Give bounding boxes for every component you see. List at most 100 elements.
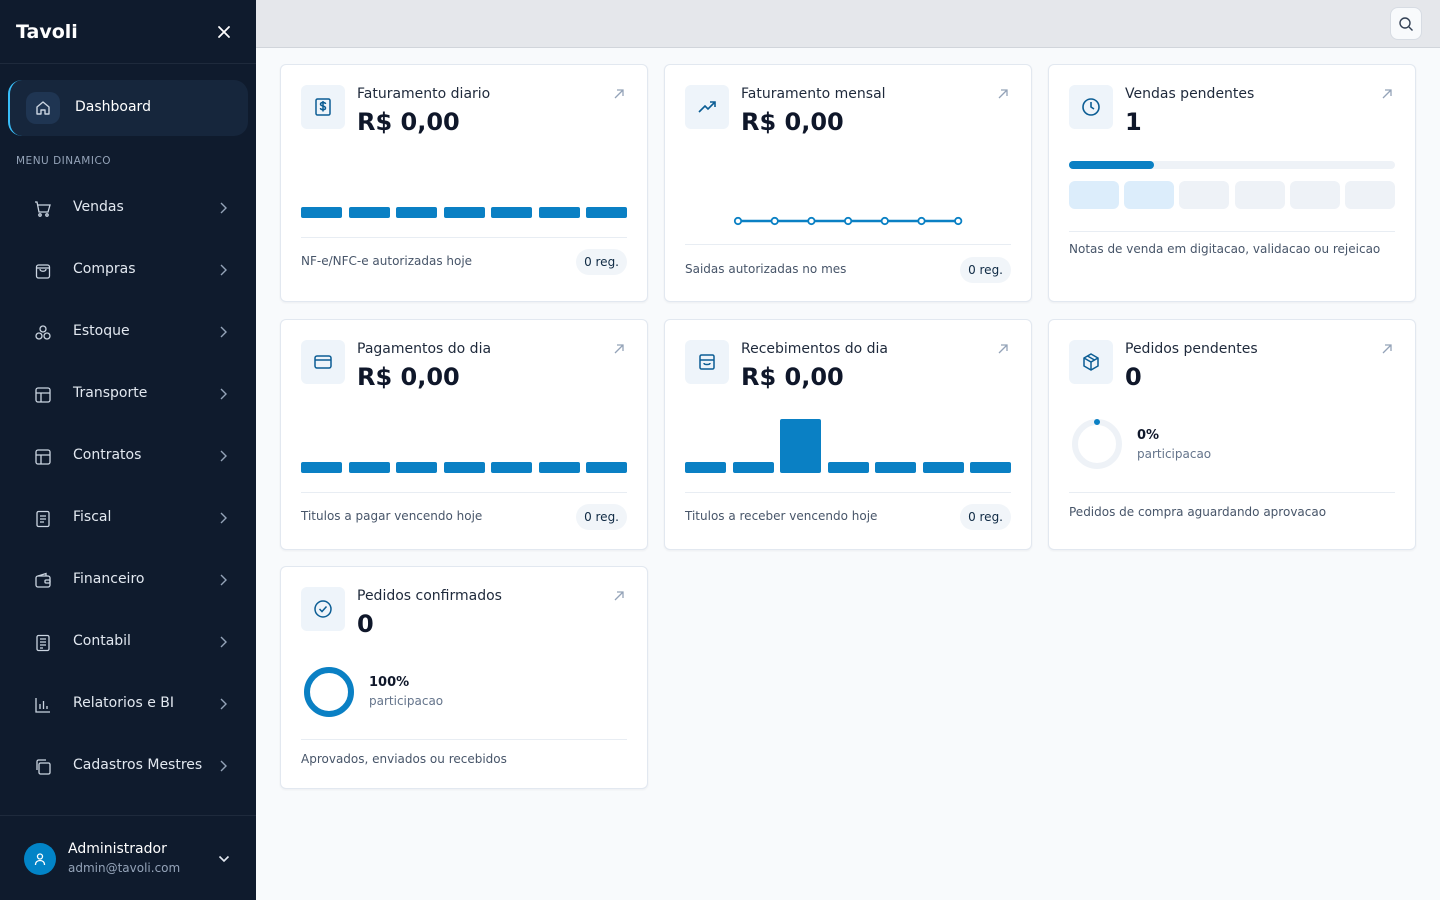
home-icon bbox=[26, 92, 60, 124]
percentage-label: participacao bbox=[369, 694, 444, 708]
divider bbox=[685, 244, 1011, 245]
chevron-right-icon bbox=[220, 512, 227, 524]
progress-fill bbox=[1069, 161, 1154, 169]
topbar bbox=[256, 0, 1440, 48]
layout-icon bbox=[35, 387, 51, 403]
external-link-icon[interactable] bbox=[1381, 343, 1393, 355]
card-title: Faturamento diario bbox=[357, 86, 491, 102]
user-profile[interactable]: Administrador admin@tavoli.com bbox=[0, 815, 256, 900]
sidebar-item-transporte[interactable]: Transporte bbox=[16, 372, 240, 416]
external-link-icon[interactable] bbox=[613, 88, 625, 100]
chart-point bbox=[880, 216, 889, 226]
search-button[interactable] bbox=[1390, 7, 1422, 40]
card-pedidos-confirmados: Pedidos confirmados 0 100% participacao … bbox=[280, 566, 648, 789]
external-link-icon[interactable] bbox=[997, 343, 1009, 355]
chart-bar bbox=[443, 207, 485, 218]
card-vendas-pendentes: Vendas pendentes 1 Notas de venda em dig… bbox=[1048, 64, 1416, 302]
card-title: Pedidos confirmados bbox=[357, 588, 502, 604]
bar-chart bbox=[685, 413, 1011, 473]
chart-bar bbox=[827, 462, 869, 473]
card-footer: NF-e/NFC-e autorizadas hoje bbox=[301, 254, 473, 268]
chart-bar bbox=[538, 207, 580, 218]
user-icon bbox=[34, 853, 46, 866]
divider bbox=[1069, 231, 1395, 232]
sidebar-item-financeiro[interactable]: Financeiro bbox=[16, 558, 240, 602]
package-icon bbox=[1069, 340, 1113, 384]
chart-bar bbox=[443, 462, 485, 473]
card-value: R$ 0,00 bbox=[357, 108, 460, 136]
sidebar-item-label: Transporte bbox=[73, 385, 148, 401]
chevron-right-icon bbox=[220, 202, 227, 214]
sidebar-item-label: Relatorios e BI bbox=[73, 695, 174, 711]
divider bbox=[301, 492, 627, 493]
close-sidebar-button[interactable] bbox=[216, 24, 232, 40]
sidebar-item-label: Fiscal bbox=[73, 509, 112, 525]
sidebar-item-label: Contabil bbox=[73, 633, 131, 649]
chevron-right-icon bbox=[220, 636, 227, 648]
dollar-bill-icon bbox=[301, 85, 345, 129]
chart-bar bbox=[301, 462, 342, 473]
external-link-icon[interactable] bbox=[613, 343, 625, 355]
sidebar-item-relatorios[interactable]: Relatorios e BI bbox=[16, 682, 240, 726]
donut-arc bbox=[1072, 419, 1122, 469]
credit-card-icon bbox=[301, 340, 345, 384]
progress-segment bbox=[1069, 181, 1120, 209]
chart-point bbox=[954, 216, 963, 226]
user-email: admin@tavoli.com bbox=[68, 861, 181, 875]
sidebar-item-dashboard[interactable]: Dashboard bbox=[8, 80, 248, 136]
sidebar-item-contabil[interactable]: Contabil bbox=[16, 620, 240, 664]
sidebar-item-cadastros[interactable]: Cadastros Mestres bbox=[16, 744, 240, 788]
donut-arc bbox=[304, 667, 354, 717]
inbox-icon bbox=[685, 340, 729, 384]
divider bbox=[685, 492, 1011, 493]
divider bbox=[1069, 492, 1395, 493]
cart-icon bbox=[35, 201, 51, 217]
sidebar-item-fiscal[interactable]: Fiscal bbox=[16, 496, 240, 540]
sidebar-item-label: Estoque bbox=[73, 323, 130, 339]
clock-icon bbox=[1069, 85, 1113, 129]
card-footer: Titulos a receber vencendo hoje bbox=[685, 509, 878, 523]
progress-segment bbox=[1344, 181, 1395, 209]
sidebar-item-label: Dashboard bbox=[75, 99, 151, 115]
receipt-icon bbox=[36, 510, 50, 528]
sidebar-item-estoque[interactable]: Estoque bbox=[16, 310, 240, 354]
search-icon bbox=[1399, 16, 1413, 31]
chart-bar bbox=[301, 207, 342, 218]
external-link-icon[interactable] bbox=[997, 88, 1009, 100]
chevron-down-icon[interactable] bbox=[218, 854, 230, 864]
external-link-icon[interactable] bbox=[613, 590, 625, 602]
record-count-badge: 0 reg. bbox=[960, 504, 1011, 530]
sidebar-item-vendas[interactable]: Vendas bbox=[16, 186, 240, 230]
sidebar-item-label: Compras bbox=[73, 261, 136, 277]
chevron-right-icon bbox=[220, 698, 227, 710]
chart-bar bbox=[396, 462, 437, 473]
chart-point bbox=[770, 216, 779, 226]
chart-bar bbox=[491, 207, 532, 218]
sidebar-item-label: Vendas bbox=[73, 199, 124, 215]
chart-bar bbox=[732, 462, 774, 473]
card-pagamentos-dia: Pagamentos do dia R$ 0,00 Titulos a paga… bbox=[280, 319, 648, 550]
chart-bar bbox=[348, 207, 390, 218]
sidebar-item-contratos[interactable]: Contratos bbox=[16, 434, 240, 478]
external-link-icon[interactable] bbox=[1381, 88, 1393, 100]
sidebar-item-label: Contratos bbox=[73, 447, 142, 463]
chevron-right-icon bbox=[220, 450, 227, 462]
card-title: Recebimentos do dia bbox=[741, 341, 888, 357]
wallet-icon bbox=[35, 572, 51, 588]
chart-bar bbox=[491, 462, 532, 473]
sidebar-item-compras[interactable]: Compras bbox=[16, 248, 240, 292]
chevron-right-icon bbox=[220, 388, 227, 400]
card-value: R$ 0,00 bbox=[357, 363, 460, 391]
donut-track bbox=[1072, 419, 1122, 469]
card-value: R$ 0,00 bbox=[741, 363, 844, 391]
sidebar-item-label: Cadastros Mestres bbox=[73, 757, 203, 773]
card-pedidos-pendentes: Pedidos pendentes 0 0% participacao Pedi… bbox=[1048, 319, 1416, 550]
percentage-value: 0% bbox=[1137, 428, 1160, 443]
card-value: R$ 0,00 bbox=[741, 108, 844, 136]
card-faturamento-diario: Faturamento diario R$ 0,00 NF-e/NFC-e au… bbox=[280, 64, 648, 302]
progress-segment bbox=[1124, 181, 1175, 209]
chart-bar bbox=[970, 462, 1011, 473]
card-faturamento-mensal: Faturamento mensal R$ 0,00 Saidas autori… bbox=[664, 64, 1032, 302]
chart-bar bbox=[586, 462, 627, 473]
copy-icon bbox=[36, 759, 51, 775]
